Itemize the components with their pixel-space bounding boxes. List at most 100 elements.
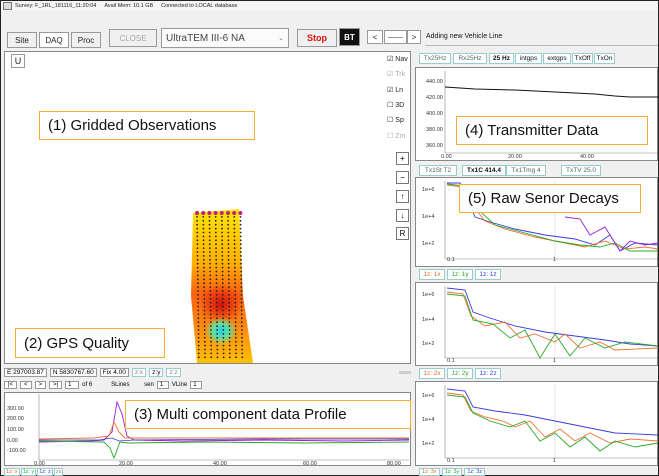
sen-input[interactable]: 1 [156, 380, 169, 389]
observation-point [203, 340, 206, 343]
observation-point [221, 274, 224, 277]
observation-point [228, 309, 231, 312]
observation-point [203, 270, 205, 273]
observation-point [208, 247, 211, 249]
first-line-button[interactable]: |< [4, 380, 18, 389]
observation-point [210, 333, 212, 335]
observation-point [222, 313, 224, 316]
page-input[interactable]: 1 [65, 380, 80, 389]
observation-point [234, 333, 237, 335]
nav-checkbox[interactable]: ☑ Nav [387, 55, 408, 64]
tab-25hz[interactable]: 25 Hz [489, 53, 514, 64]
tab-txtv[interactable]: TxTV 25.0 [561, 165, 601, 176]
tab-tx25hz[interactable]: Tx25Hz [419, 53, 451, 64]
zm-checkbox[interactable]: ☐ Zm [387, 132, 406, 141]
observation-point [210, 352, 213, 355]
tab-1z-2x[interactable]: 1z: 2x [419, 368, 445, 379]
sp-checkbox[interactable]: ☐ Sp [387, 116, 404, 125]
tab-1z-1x[interactable]: 1z: 1x [419, 269, 445, 280]
tab-1z-2y[interactable]: 1z: 2y [447, 368, 473, 379]
tab-1z-2z[interactable]: 1z: 2z [475, 368, 501, 379]
observation-point [227, 219, 229, 222]
proc-button[interactable]: Proc [71, 32, 101, 48]
tab-extgps[interactable]: extgps [543, 53, 571, 64]
tab-txoff[interactable]: TxOff [572, 53, 593, 64]
profile-tab-y[interactable]: 1z: y [20, 468, 37, 476]
pan-down-button[interactable]: ↓ [396, 209, 409, 222]
stop-button[interactable]: Stop [297, 29, 337, 47]
next-line-button[interactable]: > [34, 380, 47, 389]
line-nav-bar: |< < > >| 1 of 6 SLines sen 1 VLine 1 [4, 379, 411, 390]
decay3-x-tick: 0.1 [447, 458, 455, 464]
observation-point [214, 231, 217, 234]
observation-point [209, 274, 212, 277]
observation-point [207, 211, 212, 215]
observation-point [240, 266, 242, 269]
observation-point [209, 321, 212, 324]
prev-button[interactable]: < [367, 30, 383, 44]
observation-point [239, 219, 242, 222]
observation-point [240, 294, 243, 296]
comp-zy-toggle[interactable]: z:y [149, 367, 164, 377]
pan-up-button[interactable]: ↑ [396, 190, 409, 203]
observation-point [239, 239, 242, 242]
prev-line-button[interactable]: < [20, 380, 32, 389]
observation-point [234, 266, 236, 269]
observation-point [221, 223, 223, 226]
close-button[interactable]: CLOSE [109, 29, 157, 47]
profile-tab-z[interactable]: 1z: z [37, 468, 53, 476]
decay1-y-tick: 1e+2 [422, 241, 435, 247]
observation-point [209, 317, 212, 320]
bt-button[interactable]: BT [339, 28, 360, 46]
daq-button[interactable]: DAQ [39, 32, 69, 48]
next-button[interactable]: > [407, 30, 421, 44]
tab-txon[interactable]: TxOn [594, 53, 615, 64]
trk-checkbox[interactable]: ☑ Trk [387, 70, 406, 79]
vline-input[interactable]: 1 [190, 380, 203, 389]
observation-point [233, 239, 236, 242]
scroll-handle[interactable] [399, 371, 411, 374]
page-count: of 6 [82, 381, 93, 388]
tab-1z-3z[interactable]: 1z: 3z [464, 468, 486, 476]
zoom-in-button[interactable]: + [396, 152, 409, 165]
profile-line-purple [38, 400, 410, 443]
observation-point [227, 216, 229, 218]
tab-1z-3x[interactable]: 1z: 3x [419, 468, 440, 476]
comp-zz-toggle[interactable]: z:z [166, 367, 181, 377]
tx-x-tick: 20.00 [508, 154, 522, 160]
observation-point [240, 274, 243, 277]
observation-point [240, 321, 243, 324]
u-button[interactable]: U [11, 54, 25, 68]
profile-line-green [38, 440, 410, 460]
comp-zx-toggle[interactable]: z:x [131, 367, 147, 377]
tab-tx1tmg[interactable]: Tx1Tmg 4 [506, 165, 546, 176]
observation-point [215, 290, 218, 292]
tab-1z-1y[interactable]: 1z: 1y [447, 269, 473, 280]
site-button[interactable]: Site [7, 32, 37, 48]
last-line-button[interactable]: >| [49, 380, 63, 389]
tab-rx25hz[interactable]: Rx25Hz [453, 53, 487, 64]
profile-tab-zs[interactable]: zs [53, 468, 64, 476]
tab-tx1st[interactable]: Tx1St T2 [419, 165, 457, 176]
zoom-out-button[interactable]: − [396, 171, 409, 184]
easting-value: E 297003.87 [4, 367, 47, 377]
reset-button[interactable]: R [396, 227, 409, 240]
profile-chart [38, 394, 410, 461]
device-select[interactable]: UltraTEM III-6 NA ⌄ [161, 28, 289, 48]
tab-1z-3y[interactable]: 1z: 3y [441, 468, 463, 476]
observation-point [228, 321, 231, 324]
tab-1z-1z[interactable]: 1z: 1z [475, 269, 501, 280]
observation-point [232, 211, 237, 215]
profile-tab-x[interactable]: 1z: x [4, 468, 20, 476]
observation-point [216, 325, 218, 327]
3d-checkbox[interactable]: ☐ 3D [387, 101, 405, 110]
decay1-y-tick: 1e+4 [422, 214, 435, 220]
tab-tx1c[interactable]: Tx1C 414.4 [462, 165, 506, 176]
observation-point [222, 301, 224, 304]
observation-point [197, 286, 199, 288]
tab-intgps[interactable]: intgps [515, 53, 542, 64]
ln-checkbox[interactable]: ☑ Ln [387, 86, 404, 95]
slider-track[interactable] [384, 30, 407, 44]
observation-point [221, 227, 223, 230]
observation-point [227, 239, 230, 242]
